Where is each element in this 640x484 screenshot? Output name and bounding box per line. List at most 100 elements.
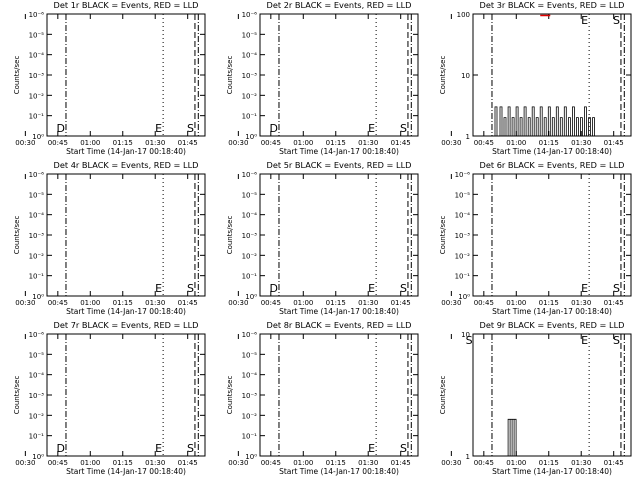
x-tick-label: 00:30 xyxy=(228,299,248,307)
x-axis-label: Start Time (14-Jan-17 00:18:40) xyxy=(66,307,186,316)
plot-frame xyxy=(46,333,206,457)
plot-frame xyxy=(46,173,206,297)
x-tick-label: 01:45 xyxy=(178,459,198,467)
marker-label: E xyxy=(581,334,588,347)
x-tick-label: 01:00 xyxy=(293,299,313,307)
chart-title: Det 9r BLACK = Events, RED = LLD xyxy=(480,320,625,330)
y-tick-label: 10⁻⁵ xyxy=(455,191,471,199)
x-tick-label: 01:30 xyxy=(358,459,378,467)
y-tick-label: 10⁰ xyxy=(32,133,44,141)
x-tick-label: 01:30 xyxy=(571,299,591,307)
y-tick-label: 10⁻¹ xyxy=(29,273,45,281)
x-tick-label: 01:15 xyxy=(113,459,133,467)
x-tick-label: 01:00 xyxy=(293,459,313,467)
y-tick-label: 10⁻³ xyxy=(29,72,45,80)
x-tick-label: 01:15 xyxy=(539,459,559,467)
y-tick-label: 10⁻⁶ xyxy=(455,171,471,179)
x-tick-label: 01:00 xyxy=(293,139,313,147)
chart-title: Det 7r BLACK = Events, RED = LLD xyxy=(54,320,199,330)
y-tick-label: 10⁻³ xyxy=(242,72,258,80)
detector-chart-1: Det 1r BLACK = Events, RED = LLD 10⁰ 10⁻¹ 1… xyxy=(13,0,206,156)
plot-frame xyxy=(259,173,419,297)
y-axis-label: Counts/sec xyxy=(439,216,447,255)
y-tick-label: 10⁰ xyxy=(245,293,257,301)
y-tick-label: 10⁻⁴ xyxy=(29,212,45,220)
x-axis-label: Start Time (14-Jan-17 00:18:40) xyxy=(66,147,186,156)
marker-label: E xyxy=(155,282,162,295)
marker-label: S xyxy=(613,282,620,295)
marker-label: E xyxy=(155,442,162,455)
marker-label: S xyxy=(466,334,473,347)
x-tick-label: 01:45 xyxy=(391,299,411,307)
y-tick-label: 10⁻¹ xyxy=(29,113,45,121)
y-tick-label: 10⁻¹ xyxy=(242,433,258,441)
x-tick-label: 00:30 xyxy=(441,459,461,467)
x-tick-label: 01:45 xyxy=(604,299,624,307)
detector-chart-4: Det 4r BLACK = Events, RED = LLD 10⁰ 10⁻¹ 1… xyxy=(13,160,206,316)
y-tick-label: 10⁻⁵ xyxy=(29,191,45,199)
marker-label: E xyxy=(368,282,375,295)
plot-frame xyxy=(472,173,632,297)
y-tick-label: 10⁻⁵ xyxy=(242,191,258,199)
x-tick-label: 00:30 xyxy=(15,459,35,467)
x-tick-label: 00:30 xyxy=(15,139,35,147)
y-axis-label: Counts/sec xyxy=(439,376,447,415)
y-tick-label: 10⁻² xyxy=(242,252,258,260)
events-series xyxy=(507,418,517,456)
x-tick-label: 01:45 xyxy=(178,139,198,147)
chart-title: Det 8r BLACK = Events, RED = LLD xyxy=(267,320,412,330)
y-tick-label: 10⁰ xyxy=(32,453,44,461)
x-axis-label: Start Time (14-Jan-17 00:18:40) xyxy=(279,147,399,156)
x-tick-label: 00:45 xyxy=(48,459,68,467)
x-axis-label: Start Time (14-Jan-17 00:18:40) xyxy=(492,307,612,316)
y-tick-label: 10⁻² xyxy=(242,92,258,100)
x-tick-label: 00:30 xyxy=(15,299,35,307)
x-tick-label: 01:45 xyxy=(178,299,198,307)
x-tick-label: 00:45 xyxy=(474,299,494,307)
x-tick-label: 00:45 xyxy=(261,459,281,467)
y-tick-label: 10⁻¹ xyxy=(242,113,258,121)
y-axis-label: Counts/sec xyxy=(226,56,234,95)
x-tick-label: 00:30 xyxy=(228,459,248,467)
y-tick-label: 10⁻⁶ xyxy=(242,171,258,179)
y-tick-label: 10⁻¹ xyxy=(455,273,471,281)
x-tick-label: 01:45 xyxy=(391,139,411,147)
y-tick-label: 10⁻³ xyxy=(29,392,45,400)
y-tick-label: 10⁻⁵ xyxy=(29,31,45,39)
y-tick-label: 10⁻³ xyxy=(242,232,258,240)
x-tick-label: 00:30 xyxy=(228,139,248,147)
y-tick-label: 10⁻⁵ xyxy=(242,351,258,359)
x-tick-label: 00:45 xyxy=(261,299,281,307)
events-series xyxy=(494,106,595,137)
marker-label: D xyxy=(269,282,277,295)
marker-label: E xyxy=(368,122,375,135)
y-tick-label: 10⁻¹ xyxy=(29,433,45,441)
x-tick-label: 01:30 xyxy=(145,299,165,307)
y-tick-label: 10 xyxy=(461,331,470,339)
y-tick-label: 1 xyxy=(466,453,470,461)
y-tick-label: 10⁻³ xyxy=(242,392,258,400)
x-tick-label: 01:00 xyxy=(80,299,100,307)
plot-frame xyxy=(259,13,419,137)
x-tick-label: 01:30 xyxy=(145,459,165,467)
marker-label: S xyxy=(613,14,620,27)
marker-label: S xyxy=(400,122,407,135)
x-tick-label: 01:15 xyxy=(113,299,133,307)
y-axis-label: Counts/sec xyxy=(439,56,447,95)
chart-title: Det 2r BLACK = Events, RED = LLD xyxy=(267,0,412,10)
marker-label: S xyxy=(400,442,407,455)
y-tick-label: 100 xyxy=(457,11,470,19)
y-tick-label: 10⁰ xyxy=(32,293,44,301)
x-tick-label: 01:45 xyxy=(604,459,624,467)
marker-label: S xyxy=(187,442,194,455)
y-tick-label: 10⁻⁴ xyxy=(242,212,258,220)
y-tick-label: 10⁻⁴ xyxy=(29,52,45,60)
y-axis-label: Counts/sec xyxy=(13,56,21,95)
x-tick-label: 01:30 xyxy=(358,299,378,307)
x-axis-label: Start Time (14-Jan-17 00:18:40) xyxy=(66,467,186,476)
marker-label: S xyxy=(613,334,620,347)
x-tick-label: 01:45 xyxy=(391,459,411,467)
y-tick-label: 10⁻³ xyxy=(29,232,45,240)
